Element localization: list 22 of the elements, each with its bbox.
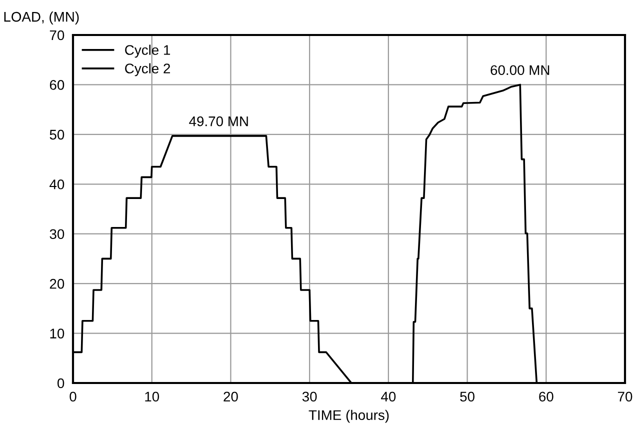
y-tick-label: 10 <box>50 328 64 338</box>
y-tick-label: 40 <box>50 179 64 190</box>
x-tick-label: 70 <box>618 392 632 402</box>
x-axis-title: TIME (hours) <box>308 410 389 423</box>
y-tick-label: 20 <box>50 278 64 289</box>
annotation: 60.00 MN <box>490 65 550 76</box>
y-tick-label: 70 <box>50 30 64 40</box>
x-tick-label: 10 <box>145 392 160 402</box>
legend-label: Cycle 2 <box>125 63 170 76</box>
x-tick-label: 0 <box>70 392 76 402</box>
y-tick-label: 30 <box>50 229 64 240</box>
y-tick-label: 60 <box>50 80 64 90</box>
x-tick-label: 20 <box>224 392 238 402</box>
y-axis-title: LOAD, (MN) <box>4 12 79 24</box>
x-tick-label: 30 <box>302 392 317 402</box>
legend-label: Cycle 1 <box>125 44 170 58</box>
x-tick-label: 50 <box>460 392 474 402</box>
y-tick-label: 50 <box>50 130 64 140</box>
x-tick-label: 40 <box>381 392 396 402</box>
y-tick-label: 0 <box>57 378 64 388</box>
annotation: 49.70 MN <box>189 116 248 126</box>
x-tick-label: 60 <box>539 392 554 402</box>
